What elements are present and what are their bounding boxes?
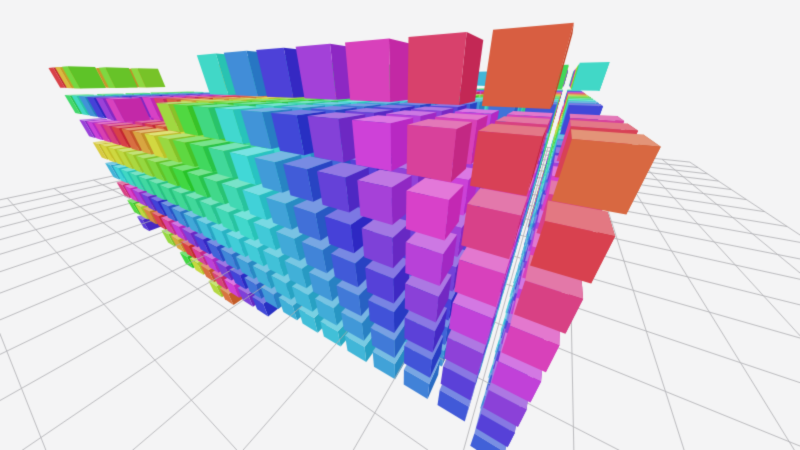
- scene-container: [0, 0, 800, 450]
- 3d-viewport-canvas[interactable]: [0, 0, 800, 450]
